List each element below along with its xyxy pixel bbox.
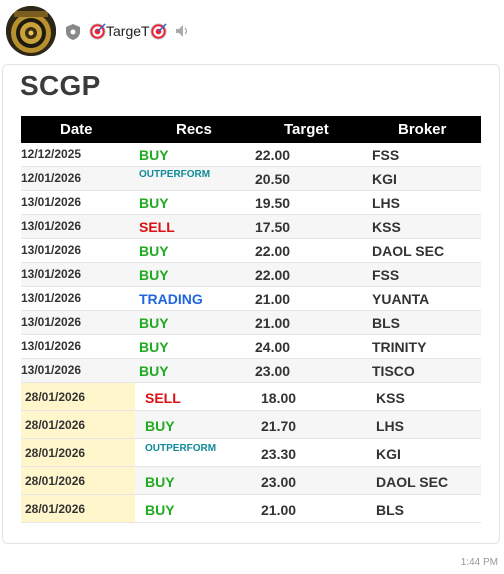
table-row: 13/01/2026 TRADING 21.00 YUANTA [21, 287, 481, 311]
rec-cell: BUY [139, 339, 169, 355]
target-cell: 19.50 [255, 195, 291, 211]
table-row: 28/01/2026 BUY 21.00 BLS [21, 495, 481, 523]
broker-cell: FSS [372, 147, 400, 163]
rec-cell: TRADING [139, 291, 203, 307]
date-cell: 28/01/2026 [25, 474, 86, 488]
broker-cell: KSS [376, 390, 405, 406]
broker-cell: FSS [372, 267, 400, 283]
broker-cell: LHS [376, 418, 404, 434]
date-cell: 13/01/2026 [21, 363, 82, 377]
rec-cell: SELL [145, 390, 181, 406]
broker-cell: YUANTA [372, 291, 430, 307]
rec-cell: BUY [145, 474, 175, 490]
broker-cell: BLS [372, 315, 400, 331]
speaker-icon[interactable] [175, 24, 189, 38]
table-row: 28/01/2026 BUY 21.70 LHS [21, 411, 481, 439]
date-highlight [21, 467, 135, 494]
channel-name-text: TargeT [106, 23, 150, 39]
target-cell: 23.00 [255, 363, 291, 379]
date-cell: 13/01/2026 [21, 339, 82, 353]
dartboard-icon [6, 6, 56, 56]
table-row: 28/01/2026 SELL 18.00 KSS [21, 383, 481, 411]
table-row: 13/01/2026 BUY 22.00 FSS [21, 263, 481, 287]
date-highlight [21, 495, 135, 522]
broker-cell: KGI [372, 171, 397, 187]
channel-name[interactable]: TargeT [89, 21, 167, 41]
target-cell: 24.00 [255, 339, 291, 355]
broker-cell: TISCO [372, 363, 415, 379]
table-row: 13/01/2026 BUY 19.50 LHS [21, 191, 481, 215]
target-cell: 22.00 [255, 147, 291, 163]
target-emoji-icon [150, 22, 167, 40]
target-cell: 22.00 [255, 243, 291, 259]
column-header-broker: Broker [398, 121, 447, 138]
table-body: 12/12/2025 BUY 22.00 FSS 12/01/2026 OUTPERFOR… [21, 143, 481, 523]
date-highlight [21, 383, 135, 410]
broker-cell: BLS [376, 502, 404, 518]
broker-cell: LHS [372, 195, 400, 211]
table-row: 13/01/2026 SELL 17.50 KSS [21, 215, 481, 239]
table-row: 28/01/2026 BUY 23.00 DAOL SEC [21, 467, 481, 495]
table-row: 13/01/2026 BUY 23.00 TISCO [21, 359, 481, 383]
recommendations-table: Date Recs Target Broker 12/12/2025 BUY 22.… [21, 116, 481, 523]
rec-cell: BUY [139, 243, 169, 259]
target-cell: 21.00 [255, 315, 291, 331]
table-row: 12/12/2025 BUY 22.00 FSS [21, 143, 481, 167]
date-cell: 13/01/2026 [21, 195, 82, 209]
table-row: 13/01/2026 BUY 24.00 TRINITY [21, 335, 481, 359]
table-header: Date Recs Target Broker [21, 116, 481, 143]
rec-cell: BUY [139, 267, 169, 283]
column-header-date: Date [60, 121, 93, 138]
broker-cell: DAOL SEC [376, 474, 449, 490]
target-cell: 20.50 [255, 171, 291, 187]
date-cell: 13/01/2026 [21, 243, 82, 257]
target-cell: 23.00 [261, 474, 297, 490]
rec-cell: BUY [139, 147, 169, 163]
broker-cell: KSS [372, 219, 401, 235]
target-emoji-icon [89, 22, 106, 40]
rec-cell: SELL [139, 219, 175, 235]
date-cell: 28/01/2026 [25, 502, 86, 516]
stock-title: SCGP [20, 70, 101, 101]
message-header: TargeT [0, 0, 504, 62]
date-cell: 28/01/2026 [25, 418, 86, 432]
rec-cell: BUY [139, 363, 169, 379]
table-row: 13/01/2026 BUY 22.00 DAOL SEC [21, 239, 481, 263]
column-header-recs: Recs [176, 121, 212, 138]
target-cell: 23.30 [261, 446, 297, 462]
date-cell: 12/01/2026 [21, 171, 82, 185]
date-cell: 13/01/2026 [21, 219, 82, 233]
target-cell: 21.00 [255, 291, 291, 307]
table-row: 13/01/2026 BUY 21.00 BLS [21, 311, 481, 335]
date-cell: 13/01/2026 [21, 315, 82, 329]
target-cell: 22.00 [255, 267, 291, 283]
date-cell: 13/01/2026 [21, 267, 82, 281]
date-highlight [21, 439, 135, 466]
rec-cell: BUY [139, 315, 169, 331]
broker-cell: DAOL SEC [372, 243, 445, 259]
table-row: 28/01/2026 OUTPERFORM 23.30 KGI [21, 439, 481, 467]
target-cell: 17.50 [255, 219, 291, 235]
date-cell: 13/01/2026 [21, 291, 82, 305]
rec-cell: BUY [145, 502, 175, 518]
column-header-target: Target [284, 121, 329, 138]
rec-cell: OUTPERFORM [145, 443, 217, 454]
channel-avatar[interactable] [6, 6, 56, 56]
broker-cell: TRINITY [372, 339, 427, 355]
target-cell: 21.00 [261, 502, 297, 518]
broker-cell: KGI [376, 446, 401, 462]
date-cell: 28/01/2026 [25, 446, 86, 460]
rec-cell: OUTPERFORM [139, 169, 211, 180]
date-cell: 12/12/2025 [21, 147, 82, 161]
rec-cell: BUY [145, 418, 175, 434]
message-timestamp: 1:44 PM [460, 557, 498, 568]
date-highlight [21, 411, 135, 438]
target-cell: 21.70 [261, 418, 297, 434]
rec-cell: BUY [139, 195, 169, 211]
table-row: 12/01/2026 OUTPERFORM 20.50 KGI [21, 167, 481, 191]
shield-icon [66, 24, 80, 40]
date-cell: 28/01/2026 [25, 390, 86, 404]
target-cell: 18.00 [261, 390, 297, 406]
